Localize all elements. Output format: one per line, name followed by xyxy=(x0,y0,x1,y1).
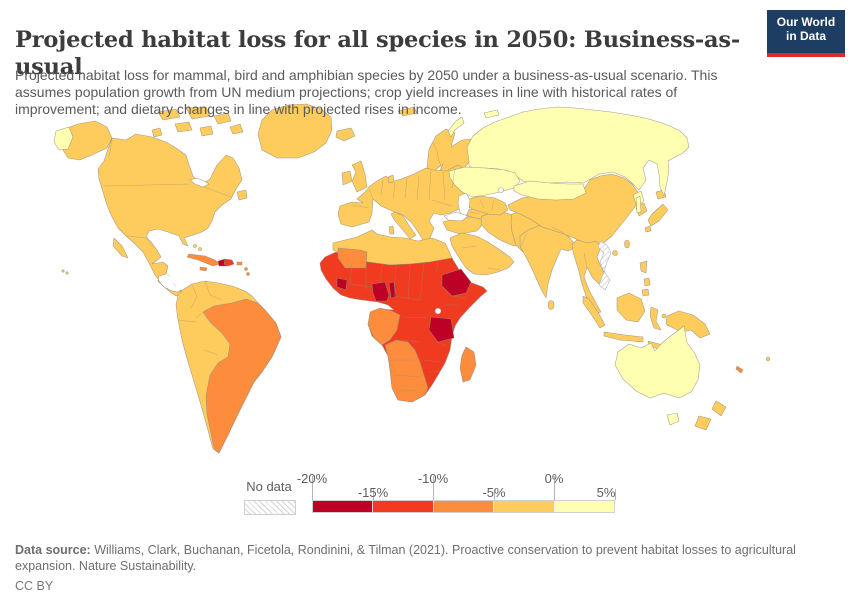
license-label[interactable]: CC BY xyxy=(15,578,54,593)
legend-bin-0-5[interactable] xyxy=(554,501,615,512)
map-regions-bin-minus5-0[interactable] xyxy=(61,103,771,454)
legend-tick xyxy=(493,489,495,500)
legend-label-minus15: -15% xyxy=(357,485,389,500)
owid-logo[interactable]: Our World in Data xyxy=(767,10,845,57)
legend-label-0: 0% xyxy=(544,471,564,486)
map-regions-bin-0-5[interactable] xyxy=(53,106,701,426)
legend-label-minus20: -20% xyxy=(296,471,328,486)
map-region-no-data[interactable] xyxy=(597,240,612,291)
legend-tick xyxy=(372,489,374,500)
legend-bin-minus20-minus15[interactable] xyxy=(313,501,374,512)
owid-logo-line2: in Data xyxy=(785,29,826,43)
page-title: Projected habitat loss for all species i… xyxy=(15,27,741,81)
map-regions-bin-minus20-minus15[interactable] xyxy=(217,258,472,343)
legend-bin-minus10-minus5[interactable] xyxy=(433,501,495,512)
legend-no-data-label: No data xyxy=(246,479,292,494)
chart-subtitle: Projected habitat loss for mammal, bird … xyxy=(15,67,718,117)
owid-logo-line1: Our World xyxy=(776,15,836,29)
legend-tick xyxy=(312,476,313,500)
legend-tick xyxy=(433,476,435,500)
legend-label-minus10: -10% xyxy=(417,471,449,486)
legend-label-minus5: -5% xyxy=(482,485,506,500)
legend-tick xyxy=(554,476,556,500)
data-source-label: Data source: xyxy=(15,542,91,557)
map-water xyxy=(189,177,504,315)
legend-bin-minus15-minus10[interactable] xyxy=(373,501,434,512)
map-regions-bin-minus10-minus5[interactable] xyxy=(186,247,744,454)
legend-no-data-swatch[interactable] xyxy=(244,500,296,515)
legend-color-bar xyxy=(312,500,615,513)
data-source-note: Data source: Williams, Clark, Buchanan, … xyxy=(15,542,837,574)
map-country-borders xyxy=(103,139,588,392)
legend-label-5: 5% xyxy=(596,485,616,500)
data-source-text: Williams, Clark, Buchanan, Ficetola, Ron… xyxy=(15,542,796,573)
legend-tick xyxy=(615,489,616,500)
legend-bin-minus5-0[interactable] xyxy=(494,501,555,512)
map-legend: No data -20% -15% -10% -5% 0% 5% xyxy=(243,464,623,516)
